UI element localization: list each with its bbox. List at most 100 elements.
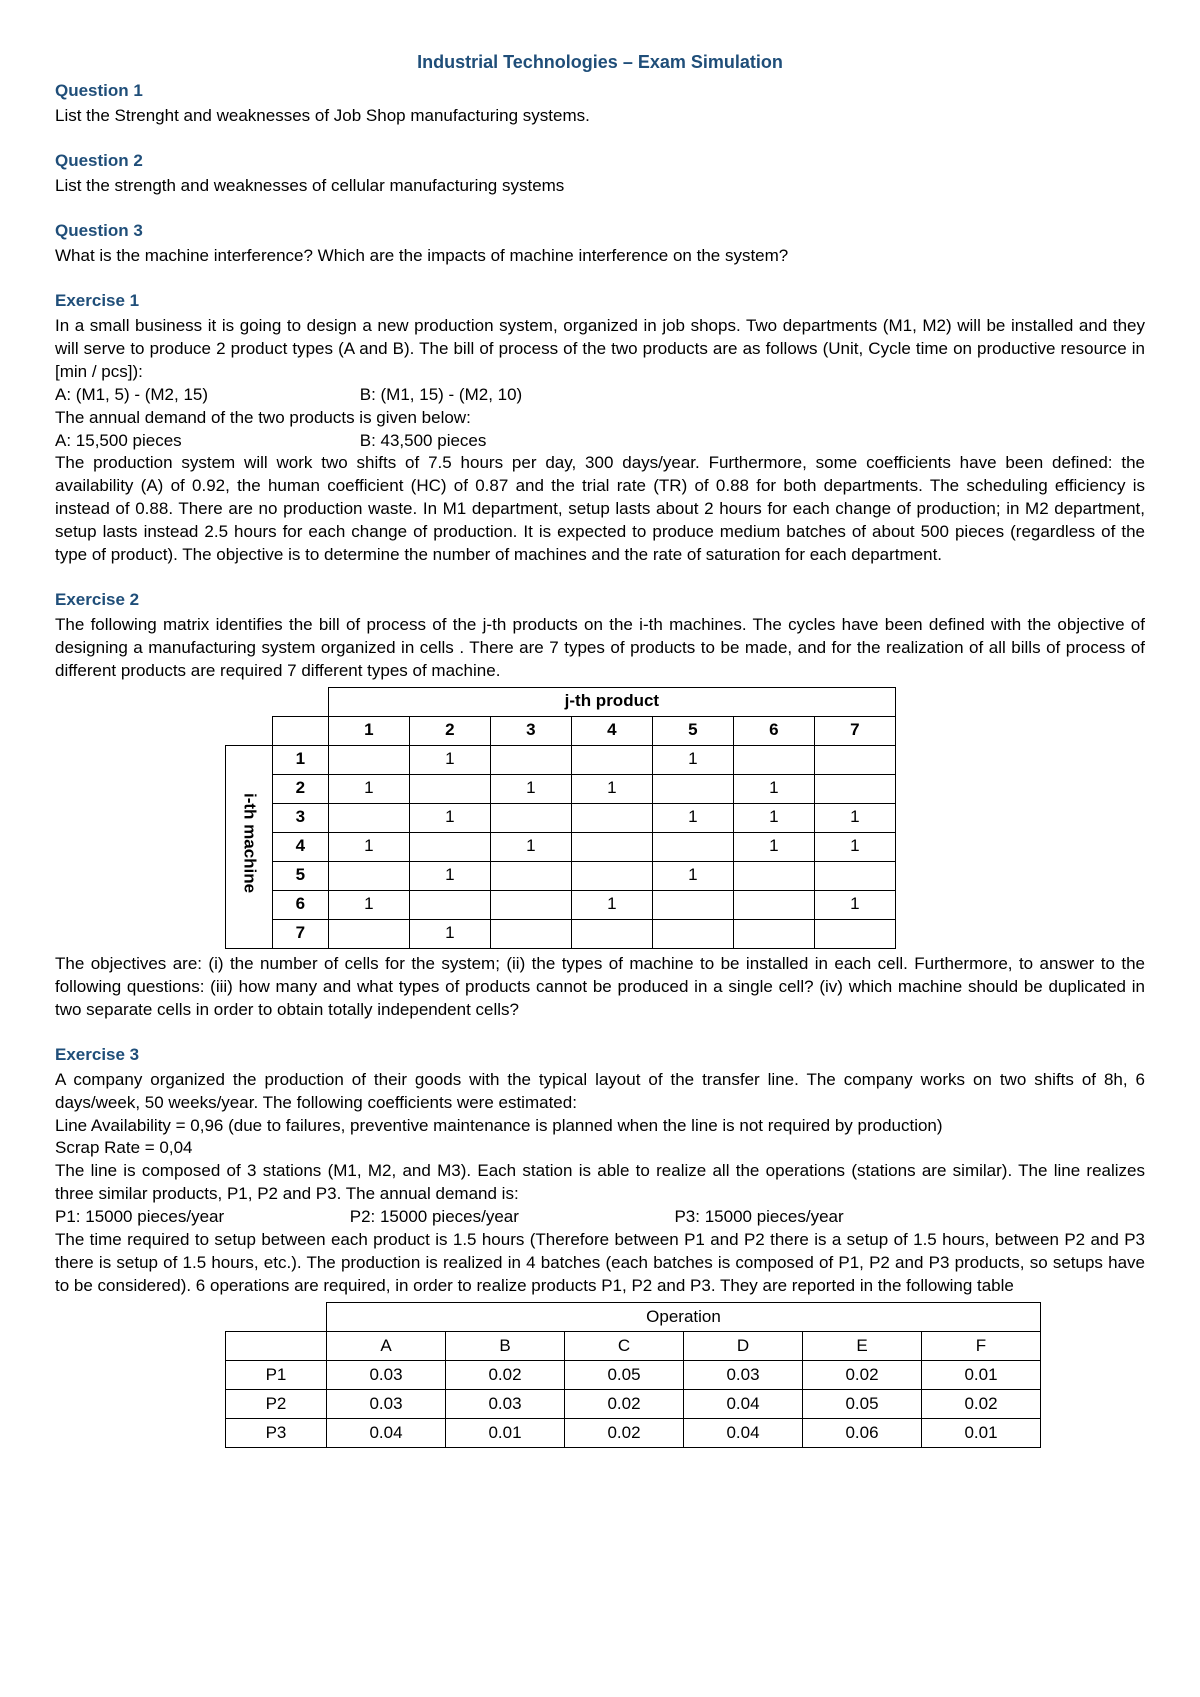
exercise-1-bill-row: A: (M1, 5) - (M2, 15) B: (M1, 15) - (M2,…: [55, 384, 1145, 407]
op-cell: 0.01: [446, 1419, 565, 1448]
ex1-bill-a: A: (M1, 5) - (M2, 15): [55, 384, 355, 407]
exercise-1-heading: Exercise 1: [55, 290, 1145, 313]
op-cell: 0.04: [684, 1419, 803, 1448]
row-header: 4: [272, 832, 328, 861]
matrix-cell: 1: [652, 745, 733, 774]
op-cell: 0.02: [446, 1361, 565, 1390]
matrix-cell: 1: [328, 774, 409, 803]
table-row: 1 2 3 4 5 6 7: [226, 716, 896, 745]
op-row-header: P3: [226, 1419, 327, 1448]
ex1-demand-a: A: 15,500 pieces: [55, 430, 355, 453]
row-header: 7: [272, 919, 328, 948]
matrix-cell: 1: [571, 774, 652, 803]
matrix-cell: [328, 919, 409, 948]
corner-cell: [226, 1303, 327, 1332]
op-cell: 0.02: [565, 1419, 684, 1448]
matrix-cell: [409, 890, 490, 919]
matrix-cell: [652, 774, 733, 803]
op-cell: 0.04: [684, 1390, 803, 1419]
col-header: 2: [409, 716, 490, 745]
matrix-cell: 1: [733, 832, 814, 861]
matrix-cell: [814, 919, 895, 948]
matrix-cell: 1: [814, 890, 895, 919]
col-header: 6: [733, 716, 814, 745]
op-col: E: [803, 1332, 922, 1361]
exercise-3-demand-row: P1: 15000 pieces/year P2: 15000 pieces/y…: [55, 1206, 1145, 1229]
op-cell: 0.03: [446, 1390, 565, 1419]
op-cell: 0.03: [684, 1361, 803, 1390]
matrix-cell: [571, 832, 652, 861]
row-header: 2: [272, 774, 328, 803]
op-cell: 0.02: [803, 1361, 922, 1390]
table-row: A B C D E F: [226, 1332, 1041, 1361]
op-row-header: P2: [226, 1390, 327, 1419]
op-cell: 0.02: [565, 1390, 684, 1419]
matrix-cell: 1: [814, 803, 895, 832]
table-row: i-th machine 1 1 1: [226, 745, 896, 774]
table-row: j-th product: [226, 687, 896, 716]
col-header: 1: [328, 716, 409, 745]
table-row: 2 1 1 1 1: [226, 774, 896, 803]
matrix-cell: 1: [328, 890, 409, 919]
table-row: P2 0.03 0.03 0.02 0.04 0.05 0.02: [226, 1390, 1041, 1419]
ex3-demand-p3: P3: 15000 pieces/year: [674, 1206, 843, 1229]
matrix-cell: 1: [409, 803, 490, 832]
col-header: 4: [571, 716, 652, 745]
exercise-1-demand-row: A: 15,500 pieces B: 43,500 pieces: [55, 430, 1145, 453]
exercise-2-p1: The following matrix identifies the bill…: [55, 614, 1145, 683]
exercise-3-p3: Scrap Rate = 0,04: [55, 1137, 1145, 1160]
op-cell: 0.03: [327, 1390, 446, 1419]
exercise-3-p4: The line is composed of 3 stations (M1, …: [55, 1160, 1145, 1206]
op-cell: 0.02: [922, 1390, 1041, 1419]
matrix-cell: [571, 803, 652, 832]
question-1-text: List the Strenght and weaknesses of Job …: [55, 105, 1145, 128]
op-col: C: [565, 1332, 684, 1361]
corner-cell: [226, 716, 273, 745]
ex1-demand-b: B: 43,500 pieces: [360, 430, 487, 453]
page: Industrial Technologies – Exam Simulatio…: [0, 0, 1200, 1697]
matrix-cell: [571, 919, 652, 948]
op-cell: 0.06: [803, 1419, 922, 1448]
corner-cell: [226, 1332, 327, 1361]
matrix-cell: 1: [409, 745, 490, 774]
col-header: 5: [652, 716, 733, 745]
question-2-text: List the strength and weaknesses of cell…: [55, 175, 1145, 198]
op-cell: 0.01: [922, 1419, 1041, 1448]
matrix-cell: 1: [652, 861, 733, 890]
row-header: 3: [272, 803, 328, 832]
table-row: 6 1 1 1: [226, 890, 896, 919]
matrix-cell: [490, 919, 571, 948]
corner-cell: [272, 687, 328, 716]
question-3-heading: Question 3: [55, 220, 1145, 243]
exercise-3-heading: Exercise 3: [55, 1044, 1145, 1067]
matrix-cell: 1: [409, 919, 490, 948]
exercise-1-p3: The production system will work two shif…: [55, 452, 1145, 567]
exercise-2-p2: The objectives are: (i) the number of ce…: [55, 953, 1145, 1022]
exercise-3-p5: The time required to setup between each …: [55, 1229, 1145, 1298]
col-header: 7: [814, 716, 895, 745]
matrix-cell: 1: [814, 832, 895, 861]
matrix-cell: [814, 861, 895, 890]
row-header: 5: [272, 861, 328, 890]
op-col: B: [446, 1332, 565, 1361]
row-header: 6: [272, 890, 328, 919]
matrix-cell: 1: [490, 832, 571, 861]
matrix-cell: [571, 745, 652, 774]
op-cell: 0.04: [327, 1419, 446, 1448]
matrix-cell: 1: [733, 803, 814, 832]
op-col: D: [684, 1332, 803, 1361]
matrix-cell: [409, 832, 490, 861]
exercise-2-matrix-table: j-th product 1 2 3 4 5 6 7 i-th machine …: [225, 687, 896, 949]
matrix-cell: [814, 745, 895, 774]
matrix-cell: [814, 774, 895, 803]
op-row-header: P1: [226, 1361, 327, 1390]
question-1-heading: Question 1: [55, 80, 1145, 103]
matrix-cell: [409, 774, 490, 803]
matrix-cell: 1: [652, 803, 733, 832]
matrix-cell: [571, 861, 652, 890]
matrix-cell: [328, 745, 409, 774]
matrix-cell: [490, 803, 571, 832]
op-cell: 0.05: [803, 1390, 922, 1419]
exercise-1-p1: In a small business it is going to desig…: [55, 315, 1145, 384]
table-row: Operation: [226, 1303, 1041, 1332]
